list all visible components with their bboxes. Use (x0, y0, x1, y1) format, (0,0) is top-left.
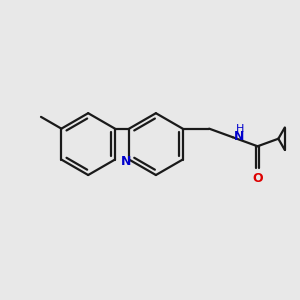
Text: O: O (252, 172, 263, 185)
Text: N: N (120, 154, 131, 167)
Text: H: H (236, 124, 244, 134)
Text: N: N (234, 130, 244, 143)
